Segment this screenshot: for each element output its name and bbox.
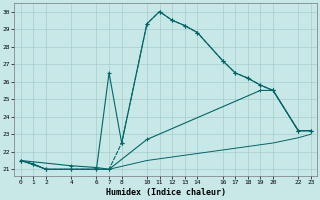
X-axis label: Humidex (Indice chaleur): Humidex (Indice chaleur) bbox=[106, 188, 226, 197]
